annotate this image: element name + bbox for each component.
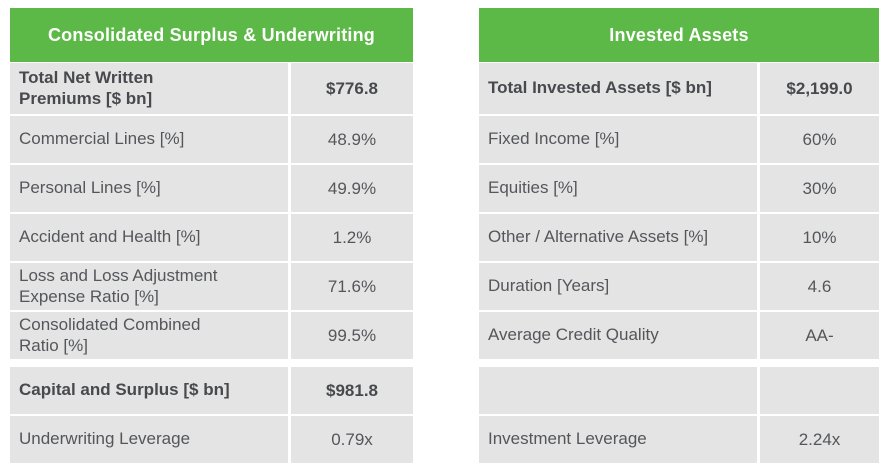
row-label: Loss and Loss Adjustment Expense Ratio [… — [10, 263, 288, 310]
table-row: Equities [%] 30% — [479, 165, 879, 212]
row-value: 48.9% — [291, 116, 413, 163]
table-row: Average Credit Quality AA- — [479, 312, 879, 359]
invested-assets-table: Invested Assets Total Invested Assets [$… — [479, 8, 879, 463]
table-row-empty — [479, 367, 879, 414]
table-row: Commercial Lines [%] 48.9% — [10, 116, 413, 163]
row-label: Consolidated Combined Ratio [%] — [10, 312, 288, 359]
row-label: Other / Alternative Assets [%] — [479, 214, 757, 261]
row-value: $981.8 — [291, 367, 413, 414]
row-label: Commercial Lines [%] — [10, 116, 288, 163]
row-value: 10% — [760, 214, 879, 261]
table-row: Fixed Income [%] 60% — [479, 116, 879, 163]
row-label: Underwriting Leverage — [10, 416, 288, 463]
row-value: 4.6 — [760, 263, 879, 310]
row-value: 1.2% — [291, 214, 413, 261]
row-label — [479, 367, 757, 414]
row-value: 2.24x — [760, 416, 879, 463]
row-value: 60% — [760, 116, 879, 163]
row-value: $776.8 — [291, 63, 413, 114]
table-title: Invested Assets — [479, 8, 879, 62]
row-value: 99.5% — [291, 312, 413, 359]
row-label: Duration [Years] — [479, 263, 757, 310]
table-row: Underwriting Leverage 0.79x — [10, 416, 413, 463]
row-label: Fixed Income [%] — [479, 116, 757, 163]
table-row: Consolidated Combined Ratio [%] 99.5% — [10, 312, 413, 359]
table-row: Loss and Loss Adjustment Expense Ratio [… — [10, 263, 413, 310]
table-row: Total Net Written Premiums [$ bn] $776.8 — [10, 63, 413, 114]
row-label: Equities [%] — [479, 165, 757, 212]
table-title: Consolidated Surplus & Underwriting — [10, 8, 413, 62]
table-row: Capital and Surplus [$ bn] $981.8 — [10, 367, 413, 414]
table-row: Accident and Health [%] 1.2% — [10, 214, 413, 261]
consolidated-surplus-underwriting-table: Consolidated Surplus & Underwriting Tota… — [10, 8, 413, 463]
row-label: Accident and Health [%] — [10, 214, 288, 261]
table-row: Total Invested Assets [$ bn] $2,199.0 — [479, 63, 879, 114]
table-row: Personal Lines [%] 49.9% — [10, 165, 413, 212]
row-label: Average Credit Quality — [479, 312, 757, 359]
row-value: 30% — [760, 165, 879, 212]
row-value — [760, 367, 879, 414]
table-row: Duration [Years] 4.6 — [479, 263, 879, 310]
row-value: 71.6% — [291, 263, 413, 310]
row-label: Total Net Written Premiums [$ bn] — [10, 63, 288, 114]
row-value: $2,199.0 — [760, 63, 879, 114]
row-value: 0.79x — [291, 416, 413, 463]
table-row: Other / Alternative Assets [%] 10% — [479, 214, 879, 261]
row-value: 49.9% — [291, 165, 413, 212]
row-value: AA- — [760, 312, 879, 359]
table-row: Investment Leverage 2.24x — [479, 416, 879, 463]
row-label: Personal Lines [%] — [10, 165, 288, 212]
row-label: Capital and Surplus [$ bn] — [10, 367, 288, 414]
row-label: Investment Leverage — [479, 416, 757, 463]
row-label: Total Invested Assets [$ bn] — [479, 63, 757, 114]
